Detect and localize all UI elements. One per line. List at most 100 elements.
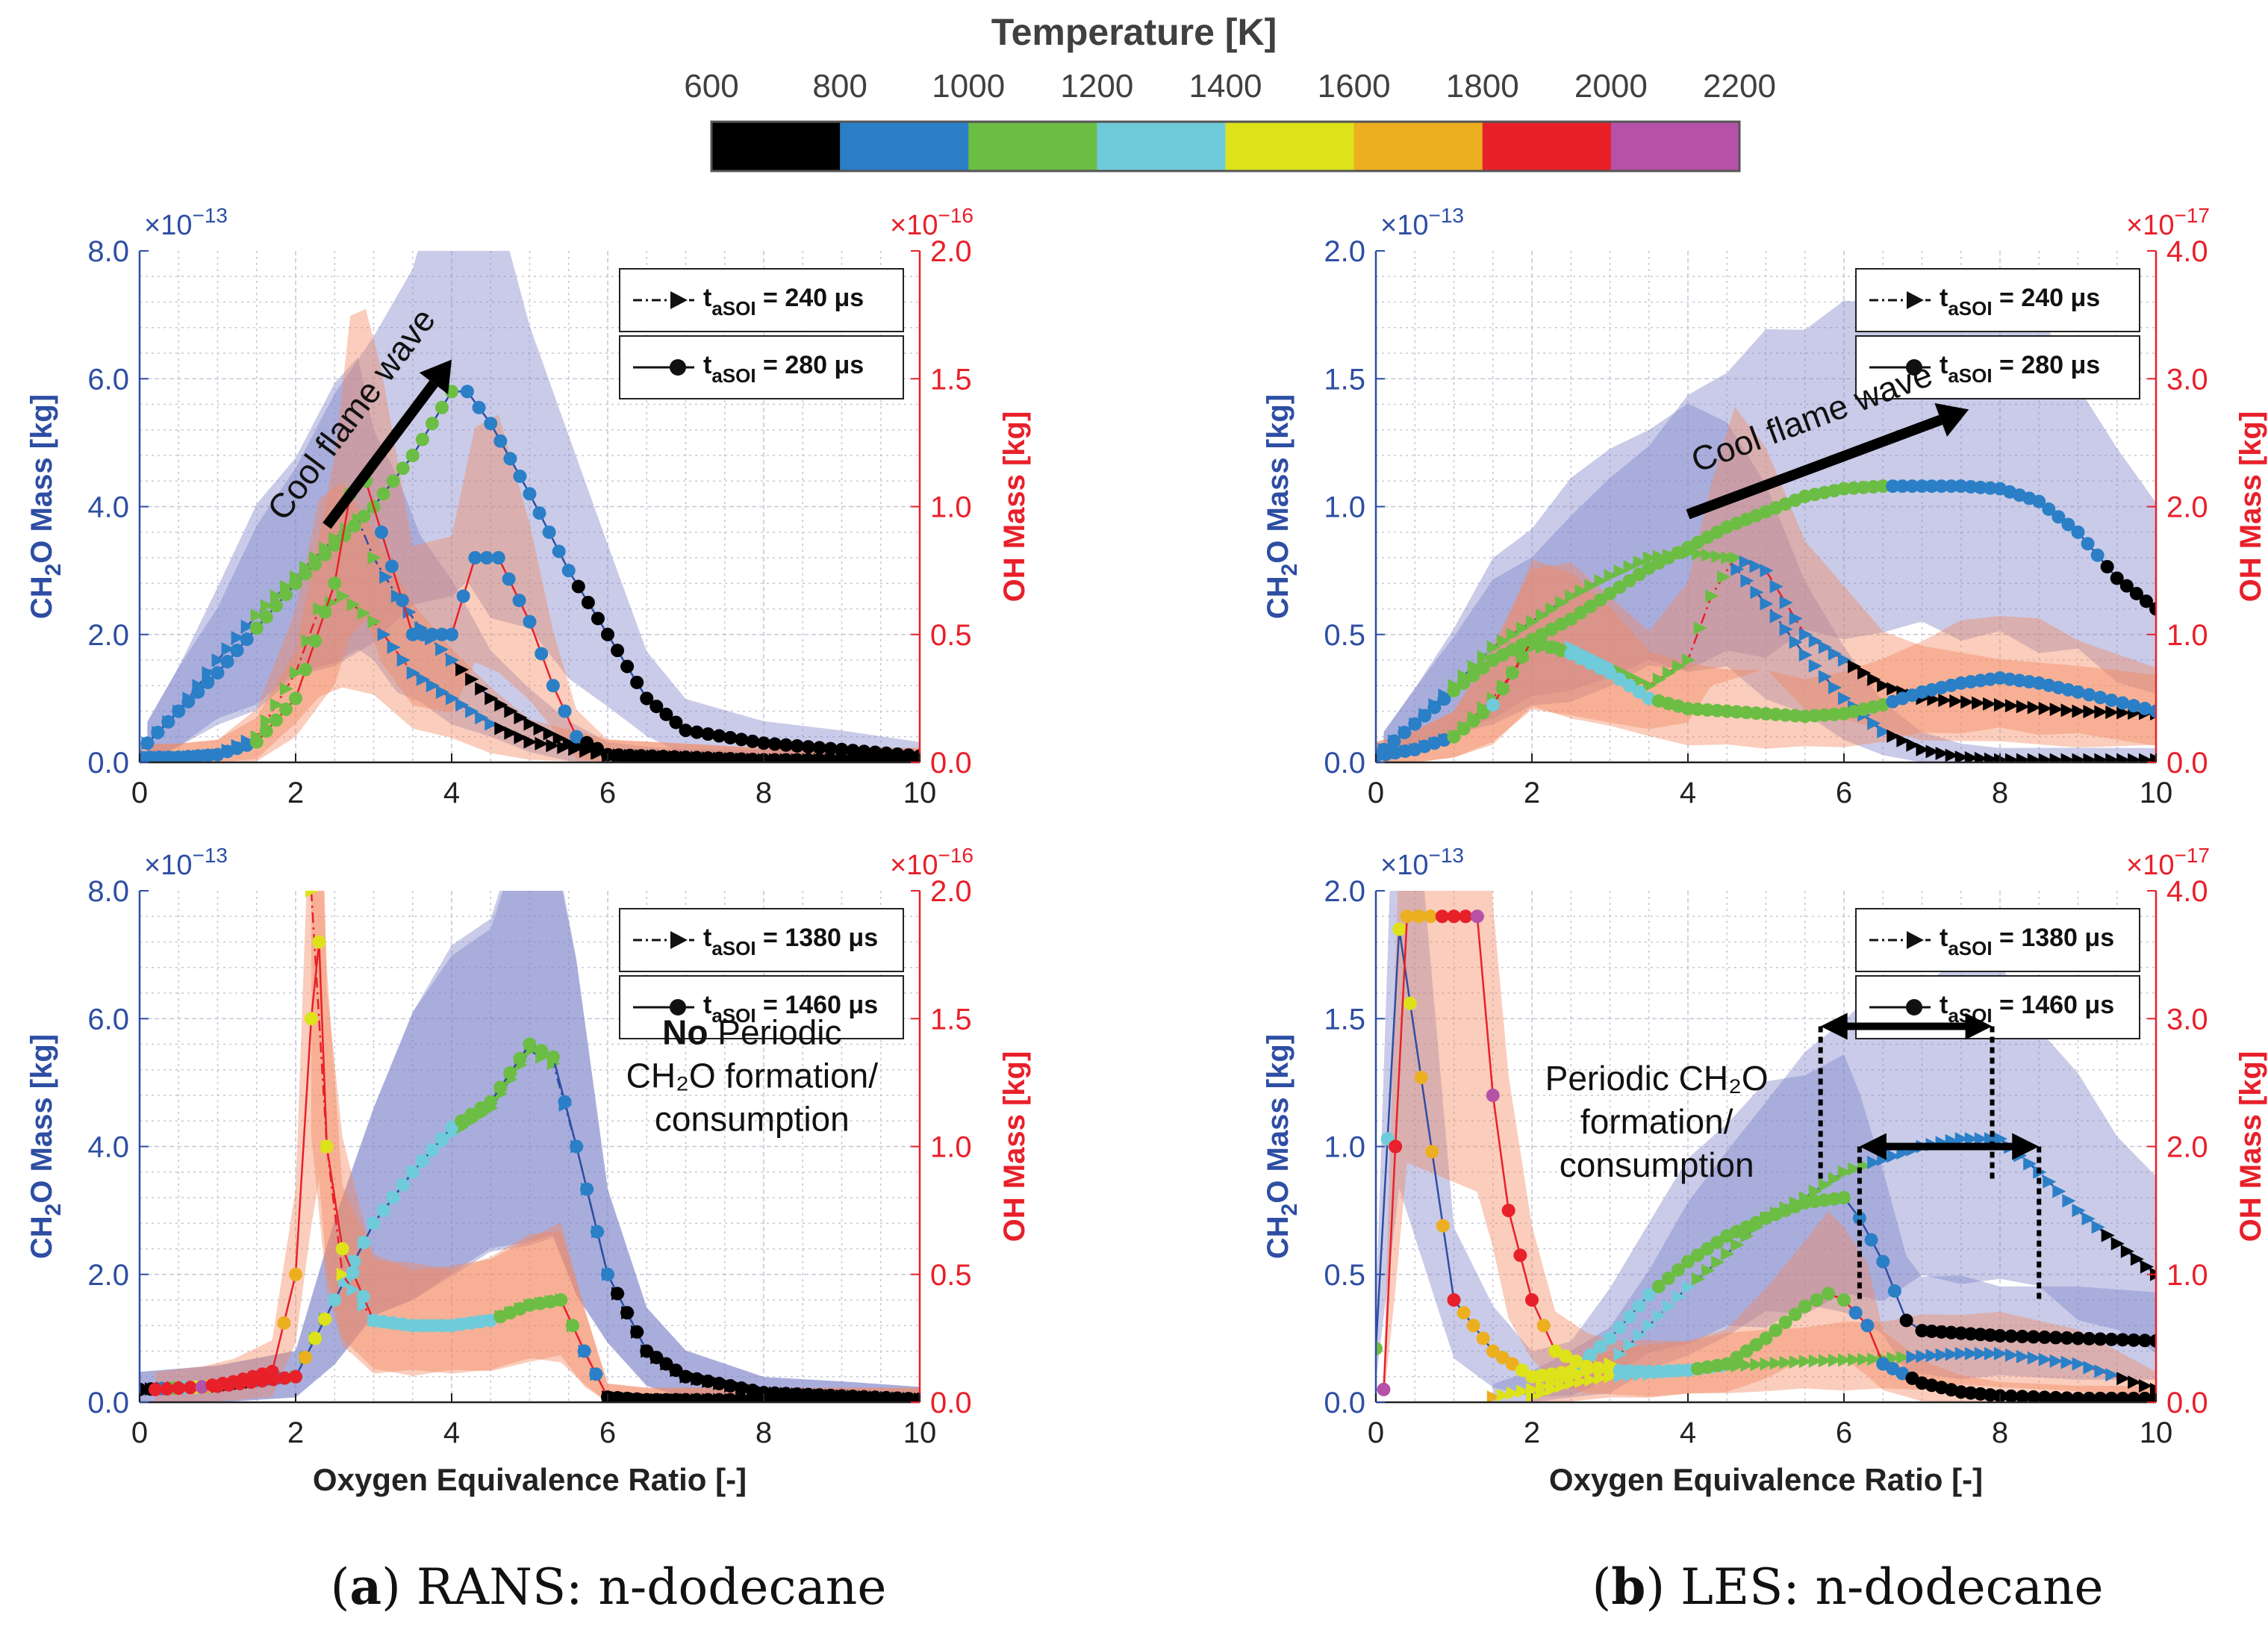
series-marker-circle <box>2032 494 2046 508</box>
series-marker-circle <box>1983 672 1997 686</box>
series-marker-circle <box>337 529 352 543</box>
series-marker-circle <box>1476 706 1490 720</box>
right-exponent-power: −17 <box>2174 844 2210 867</box>
series-marker-triangle <box>1623 559 1637 573</box>
right-tick-label: 3.0 <box>2166 363 2208 396</box>
series-marker-triangle <box>1960 695 1975 709</box>
left-axis-title-sub: 2 <box>1277 1204 1302 1216</box>
left-axis-title: CH2O Mass [kg] <box>1262 394 1302 619</box>
series-marker-circle <box>790 738 804 753</box>
x-axis-title: Oxygen Equivalence Ratio [-] <box>313 1462 747 1497</box>
series-marker-triangle <box>1693 621 1707 635</box>
left-axis-title-rest: O Mass [kg] <box>1262 394 1295 564</box>
series-marker-circle <box>561 564 576 578</box>
x-tick-label: 2 <box>287 777 304 809</box>
series-marker-circle <box>902 753 916 762</box>
series-marker-circle <box>2138 1334 2152 1348</box>
series-marker-triangle <box>1974 1132 1988 1146</box>
colorbar-segment <box>1610 122 1740 171</box>
series-marker-triangle <box>535 737 549 751</box>
series-marker-circle <box>464 1316 479 1330</box>
series-marker-circle <box>405 627 420 641</box>
series-marker-triangle <box>270 697 284 712</box>
series-marker-circle <box>669 1363 683 1378</box>
chart-panel-les-top: 0 2 4 6 8 100.00.51.01.52.00.01.02.03.04.0×10… <box>1262 204 2267 809</box>
left-axis-title-rest: O Mass [kg] <box>1262 1034 1295 1204</box>
legend-label: taSOI = 1380 μs <box>1940 924 2114 959</box>
right-axis-title: OH Mass [kg] <box>998 411 1031 603</box>
oh-uncertainty-band <box>1376 559 2156 762</box>
series-marker-circle <box>1548 1344 1563 1358</box>
series-marker-circle <box>1671 1263 1685 1277</box>
series-marker-circle <box>1822 1287 1836 1301</box>
series-marker-circle <box>289 576 302 591</box>
series-marker-circle <box>649 700 664 714</box>
series-marker-circle <box>1973 674 1987 688</box>
series-marker-triangle <box>211 653 225 667</box>
x-tick-label: 4 <box>1680 1416 1696 1449</box>
legend-entry: taSOI = 1380 μs <box>1855 908 2140 972</box>
x-tick-label: 6 <box>599 777 616 809</box>
left-tick-label: 8.0 <box>87 875 129 908</box>
series-marker-triangle <box>1728 551 1742 564</box>
series-marker-circle <box>484 1095 498 1109</box>
right-tick-label: 4.0 <box>2166 875 2208 908</box>
series-marker-circle <box>570 1139 584 1154</box>
temperature-colorbar: Temperature [K] 600 800 1000 1200 1400 1600 180… <box>684 11 1776 172</box>
series-marker-triangle <box>1730 1238 1745 1252</box>
series-marker-triangle <box>2072 753 2086 762</box>
series-marker-triangle <box>1633 674 1647 688</box>
legend-label: taSOI = 280 μs <box>703 351 864 387</box>
series-marker-circle <box>649 1351 664 1365</box>
series-marker-triangle <box>240 620 255 634</box>
series-marker-triangle <box>523 717 538 731</box>
series-marker-circle <box>512 594 526 608</box>
series-marker-triangle <box>1750 585 1764 600</box>
series-marker-circle <box>735 1393 749 1402</box>
series-marker-circle <box>1398 726 1412 740</box>
series-marker-circle <box>1622 1364 1636 1378</box>
series-marker-circle <box>1837 1293 1851 1307</box>
series-marker-circle <box>757 736 770 750</box>
series-marker-circle <box>1495 1351 1510 1365</box>
legend-label: taSOI = 1460 μs <box>703 991 878 1027</box>
series-marker-circle <box>1476 661 1490 675</box>
series-marker-triangle <box>1808 634 1822 648</box>
series-marker-circle <box>857 1393 871 1402</box>
series-marker-circle <box>259 724 273 738</box>
chart-panel-les-bottom: 0 2 4 6 8 100.00.51.01.52.00.01.02.03.04.0×10… <box>1262 844 2267 1497</box>
right-tick-label: 1.0 <box>930 491 972 524</box>
right-tick-label: 1.0 <box>2166 619 2208 652</box>
series-marker-circle <box>201 675 215 689</box>
series-marker-circle <box>1915 479 1929 494</box>
series-marker-circle <box>445 627 458 641</box>
series-marker-triangle <box>1682 653 1695 667</box>
right-exponent-base: ×10 <box>2126 850 2174 881</box>
series-marker-triangle <box>2060 1355 2075 1369</box>
left-tick-label: 0.5 <box>1324 619 1365 652</box>
cool-flame-arrow-shaft <box>323 380 438 529</box>
right-tick-label: 1.5 <box>930 1003 972 1036</box>
series-marker-circle <box>356 1290 370 1304</box>
series-marker-circle <box>1513 1248 1527 1263</box>
series-marker-circle <box>846 1393 860 1402</box>
series-marker-circle <box>2082 1391 2096 1402</box>
series-marker-triangle <box>1818 640 1832 654</box>
series-marker-circle <box>2003 672 2017 686</box>
ch2o-uncertainty-band <box>140 891 920 1402</box>
series-marker-circle <box>1887 1284 1901 1298</box>
series-marker-triangle <box>2060 753 2075 762</box>
legend-marker-circle <box>670 359 686 376</box>
series-marker-circle <box>790 753 804 762</box>
series-marker-triangle <box>494 721 508 735</box>
legend-label-sub: aSOI <box>1948 297 1992 320</box>
series-marker-circle <box>712 1376 726 1390</box>
series-marker-circle <box>1501 1204 1515 1218</box>
series-marker-circle <box>767 737 782 751</box>
legend-box <box>1855 268 2140 332</box>
series-marker-circle <box>1983 1328 1997 1343</box>
series-marker-circle <box>1603 666 1617 680</box>
series-marker-circle <box>571 579 585 594</box>
series-marker-triangle <box>1506 627 1520 641</box>
